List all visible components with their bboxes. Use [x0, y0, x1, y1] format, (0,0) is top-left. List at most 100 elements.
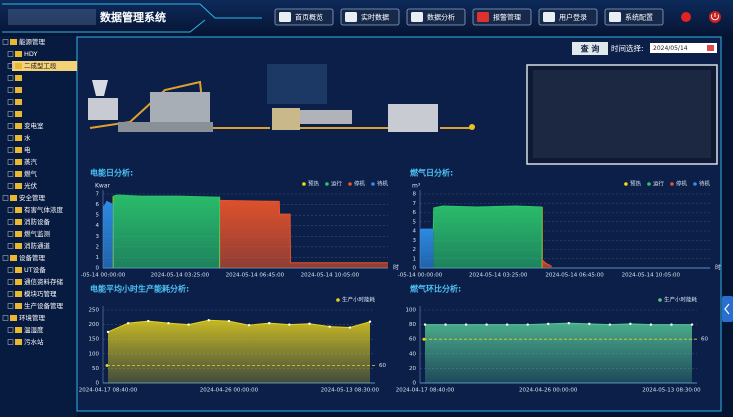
- point: [444, 323, 447, 326]
- legend-swatch: [371, 182, 375, 186]
- legend-label: 预热: [308, 180, 320, 188]
- point: [670, 323, 673, 326]
- nav-label: 首页概览: [295, 13, 323, 22]
- state-line: [219, 199, 388, 264]
- process-diagram: [88, 80, 475, 132]
- nav-label: 系统配置: [625, 13, 653, 22]
- nav-icon: [609, 12, 621, 22]
- legend-swatch: [647, 182, 651, 186]
- tree-item: 模块巧管理: [24, 289, 57, 298]
- tree-item: 二成型工段: [24, 61, 57, 70]
- state-line: [113, 194, 220, 198]
- x-tick-label: 2024-05-14 06:45:00: [545, 273, 604, 279]
- folder-icon: [10, 195, 17, 201]
- tree-item: 有害气体浓度: [24, 205, 64, 214]
- y-tick-label: 0: [413, 266, 417, 272]
- y-tick-label: 50: [92, 366, 99, 372]
- y-tick-label: 60: [409, 337, 416, 343]
- y-tick-label: 3: [96, 234, 100, 240]
- folder-icon: [15, 87, 22, 93]
- nav-label: 实时数据: [361, 13, 389, 22]
- tree-checkbox: [7, 147, 14, 153]
- folder-icon: [15, 123, 22, 129]
- point: [247, 323, 251, 327]
- calendar-icon[interactable]: [707, 45, 714, 51]
- point: [288, 323, 291, 326]
- tree-checkbox: [2, 255, 9, 261]
- y-tick-label: 250: [89, 308, 100, 314]
- machine: [150, 92, 210, 122]
- tree-checkbox: [2, 39, 9, 45]
- selected-row: [12, 61, 77, 71]
- date-value: 2024/05/14: [653, 45, 688, 52]
- legend-swatch: [670, 182, 674, 186]
- point: [187, 323, 190, 326]
- y-tick-label: 1: [413, 256, 417, 262]
- line: [425, 322, 692, 326]
- point: [268, 321, 271, 325]
- tree-checkbox: [7, 267, 14, 273]
- tree-checkbox: [7, 279, 14, 285]
- folder-icon: [15, 231, 22, 237]
- time-label: 时间选择:: [611, 43, 644, 53]
- tree-item: 消防通道: [24, 241, 51, 250]
- legend-swatch: [302, 182, 306, 186]
- tree-item: 温湿度: [24, 325, 44, 334]
- y-unit: m³: [412, 183, 421, 190]
- nav-icon: [477, 12, 489, 22]
- legend-label: 停机: [354, 180, 366, 188]
- point: [505, 323, 509, 326]
- folder-icon: [15, 303, 22, 309]
- tree-item: 光伏: [24, 181, 38, 190]
- tree-checkbox: [7, 159, 14, 165]
- query-button[interactable]: [572, 42, 608, 55]
- point: [368, 320, 372, 323]
- tree-checkbox: [7, 63, 14, 69]
- tree-item: 燃气: [24, 169, 38, 178]
- tree-item: 消防设备: [24, 217, 51, 226]
- tree-item: 燃气监测: [24, 229, 51, 238]
- blurred-logo: [8, 9, 96, 25]
- date-input[interactable]: [650, 43, 717, 53]
- collapse-tab[interactable]: [722, 296, 733, 322]
- folder-icon: [15, 207, 22, 213]
- tree-item: 设备管理: [19, 253, 46, 262]
- folder-icon: [10, 255, 17, 261]
- nav-icon: [345, 12, 357, 22]
- point: [167, 321, 170, 325]
- tree-item: HDY: [24, 50, 38, 58]
- folder-icon: [15, 183, 22, 189]
- y-tick-label: 100: [89, 351, 100, 357]
- point: [588, 322, 591, 326]
- chart-title: 燃气环比分析:: [410, 284, 461, 294]
- tree-item: 污水站: [24, 337, 44, 346]
- point: [526, 323, 529, 326]
- alarm-icon[interactable]: [681, 12, 691, 22]
- point: [328, 325, 331, 328]
- nav-icon: [411, 12, 423, 22]
- folder-icon: [15, 63, 22, 69]
- y-tick-label: 150: [89, 337, 100, 343]
- folder-icon: [15, 219, 22, 225]
- nav-icon: [279, 12, 291, 22]
- folder-icon: [15, 51, 22, 57]
- tree-checkbox: [7, 51, 14, 57]
- point: [126, 321, 130, 325]
- legend-swatch: [348, 182, 352, 186]
- folder-icon: [15, 267, 22, 273]
- line-area: [425, 323, 692, 383]
- tree-checkbox: [7, 99, 14, 105]
- nav-label: 用户登录: [559, 13, 587, 22]
- x-tick-label: 2024-05-14 06:45:00: [226, 273, 285, 279]
- tree-item: 能源管理: [19, 37, 46, 46]
- point: [690, 323, 694, 326]
- tree-checkbox: [7, 303, 14, 309]
- legend-label: 待机: [699, 180, 711, 188]
- tree-checkbox: [7, 111, 14, 117]
- x-tick-label: 2024-05-14 03:25:00: [151, 273, 210, 279]
- legend-swatch: [658, 298, 662, 302]
- folder-icon: [15, 339, 22, 345]
- mark-line-start: [105, 363, 109, 367]
- machine: [388, 104, 438, 132]
